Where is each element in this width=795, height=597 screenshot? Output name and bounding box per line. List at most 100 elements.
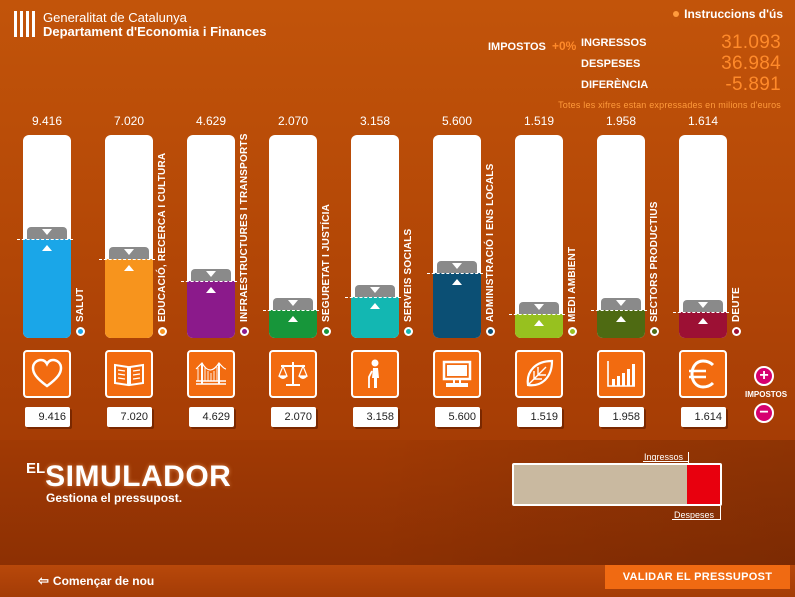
original-level-marker — [591, 310, 647, 311]
meter-income-label: Ingressos — [644, 452, 684, 462]
budget-slider-fill — [269, 310, 317, 338]
original-budget: 1.614 — [687, 114, 719, 128]
budget-slider-track[interactable] — [433, 135, 481, 338]
category-value-field[interactable]: 2.070 — [271, 407, 316, 427]
category-label: SECTORS PRODUCTIUS — [649, 201, 660, 322]
budget-slider-fill — [105, 259, 153, 338]
category-icon-button[interactable] — [351, 350, 399, 398]
category-value-field[interactable]: 1.519 — [517, 407, 562, 427]
slider-handle[interactable] — [437, 261, 477, 273]
category-color-dot — [568, 327, 577, 336]
category-value-field[interactable]: 7.020 — [107, 407, 152, 427]
category-icon-button[interactable] — [269, 350, 317, 398]
total-label: INGRESSOS — [581, 36, 647, 49]
total-value: 36.984 — [721, 52, 781, 74]
category-value-field[interactable]: 3.158 — [353, 407, 398, 427]
instructions-label: Instruccions d'ús — [684, 7, 783, 21]
arrow-up-icon — [616, 316, 626, 322]
category-value-field[interactable]: 4.629 — [189, 407, 234, 427]
budget-column-infraestructures: 4.629 INFRAESTRUCTURES I TRANSPORTS 4.62… — [181, 114, 267, 427]
total-row-despeses: DESPESES 36.984 — [581, 53, 781, 74]
slider-handle[interactable] — [355, 285, 395, 297]
bridge-icon — [195, 361, 227, 385]
budget-slider-fill — [515, 314, 563, 338]
category-icon-button[interactable] — [679, 350, 727, 398]
original-budget: 1.958 — [605, 114, 637, 128]
budget-slider-track[interactable] — [105, 135, 153, 338]
arrow-up-icon — [698, 318, 708, 324]
arrow-up-icon — [206, 287, 216, 293]
category-icon-button[interactable] — [515, 350, 563, 398]
leaf-icon — [526, 359, 554, 387]
slider-handle[interactable] — [683, 300, 723, 312]
category-icon-button[interactable] — [597, 350, 645, 398]
meter-income-fill — [514, 465, 687, 504]
category-icon-button[interactable] — [433, 350, 481, 398]
category-value-field[interactable]: 1.958 — [599, 407, 644, 427]
category-value-field[interactable]: 9.416 — [25, 407, 70, 427]
generalitat-logo: Generalitat de Catalunya Departament d'E… — [14, 11, 266, 39]
budget-slider-track[interactable] — [679, 135, 727, 338]
category-icon-button[interactable] — [187, 350, 235, 398]
arrow-up-icon — [288, 316, 298, 322]
budget-slider-fill — [23, 239, 71, 338]
original-budget: 2.070 — [277, 114, 309, 128]
budget-slider-track[interactable] — [269, 135, 317, 338]
original-budget: 7.020 — [113, 114, 145, 128]
restart-link[interactable]: ⇦ Començar de nou — [38, 573, 154, 589]
original-level-marker — [673, 312, 729, 313]
category-color-dot — [158, 327, 167, 336]
budget-slider-track[interactable] — [187, 135, 235, 338]
slider-handle[interactable] — [27, 227, 67, 239]
original-level-marker — [345, 297, 401, 298]
original-level-marker — [17, 239, 73, 240]
decrease-taxes-button[interactable]: − — [754, 403, 774, 423]
elderly-person-icon — [368, 359, 379, 388]
slider-handle[interactable] — [519, 302, 559, 314]
brand-prefix: EL — [26, 460, 46, 477]
budget-slider-track[interactable] — [515, 135, 563, 338]
arrow-up-icon — [124, 265, 134, 271]
budget-column-seguretat: 2.070 SEGURETAT I JUSTÍCIA 2.070 — [263, 114, 349, 427]
budget-column-serveis-socials: 3.158 SERVEIS SOCIALS 3.158 — [345, 114, 431, 427]
increase-taxes-button[interactable]: + — [754, 366, 774, 386]
budget-slider-track[interactable] — [597, 135, 645, 338]
category-label: INFRAESTRUCTURES I TRANSPORTS — [239, 133, 250, 322]
scales-icon — [278, 362, 308, 386]
slider-handle[interactable] — [601, 298, 641, 310]
slider-handle[interactable] — [273, 298, 313, 310]
slider-handle[interactable] — [109, 247, 149, 259]
budget-column-salut: 9.416 SALUT 9.416 — [17, 114, 103, 427]
original-level-marker — [509, 314, 565, 315]
units-note: Totes les xifres estan expressades en mi… — [558, 100, 781, 110]
category-icon-button[interactable] — [23, 350, 71, 398]
category-value-field[interactable]: 1.614 — [681, 407, 726, 427]
meter-expense-leader — [672, 519, 721, 520]
category-label: DEUTE — [731, 287, 742, 322]
original-level-marker — [99, 259, 155, 260]
total-value: -5.891 — [725, 73, 781, 95]
senyera-icon — [14, 11, 36, 37]
bullet-icon — [673, 11, 680, 17]
arrow-up-icon — [370, 303, 380, 309]
budget-slider-track[interactable] — [23, 135, 71, 338]
instructions-link[interactable]: Instruccions d'ús — [673, 7, 783, 21]
category-color-dot — [404, 327, 413, 336]
total-value: 31.093 — [721, 31, 781, 53]
budget-slider-track[interactable] — [351, 135, 399, 338]
meter-income-tick — [688, 452, 689, 464]
brand-title: SIMULADOR — [45, 460, 232, 493]
category-label: ADMINISTRACIÓ I ENS LOCALS — [485, 163, 496, 322]
budget-slider-fill — [679, 312, 727, 338]
total-row-ingressos: INGRESSOS 31.093 — [581, 32, 781, 53]
org-name: Generalitat de Catalunya — [43, 10, 187, 25]
category-label: SALUT — [75, 287, 86, 322]
total-label: DESPESES — [581, 57, 641, 70]
category-icon-button[interactable] — [105, 350, 153, 398]
budget-column-sectors-productius: 1.958 SECTORS PRODUCTIUS 1.958 — [591, 114, 677, 427]
total-label: DIFERÈNCIA — [581, 78, 649, 91]
validate-budget-button[interactable]: VALIDAR EL PRESSUPOST — [605, 565, 790, 589]
taxes-indicator: IMPOSTOS +0% — [488, 39, 576, 53]
slider-handle[interactable] — [191, 269, 231, 281]
category-value-field[interactable]: 5.600 — [435, 407, 480, 427]
